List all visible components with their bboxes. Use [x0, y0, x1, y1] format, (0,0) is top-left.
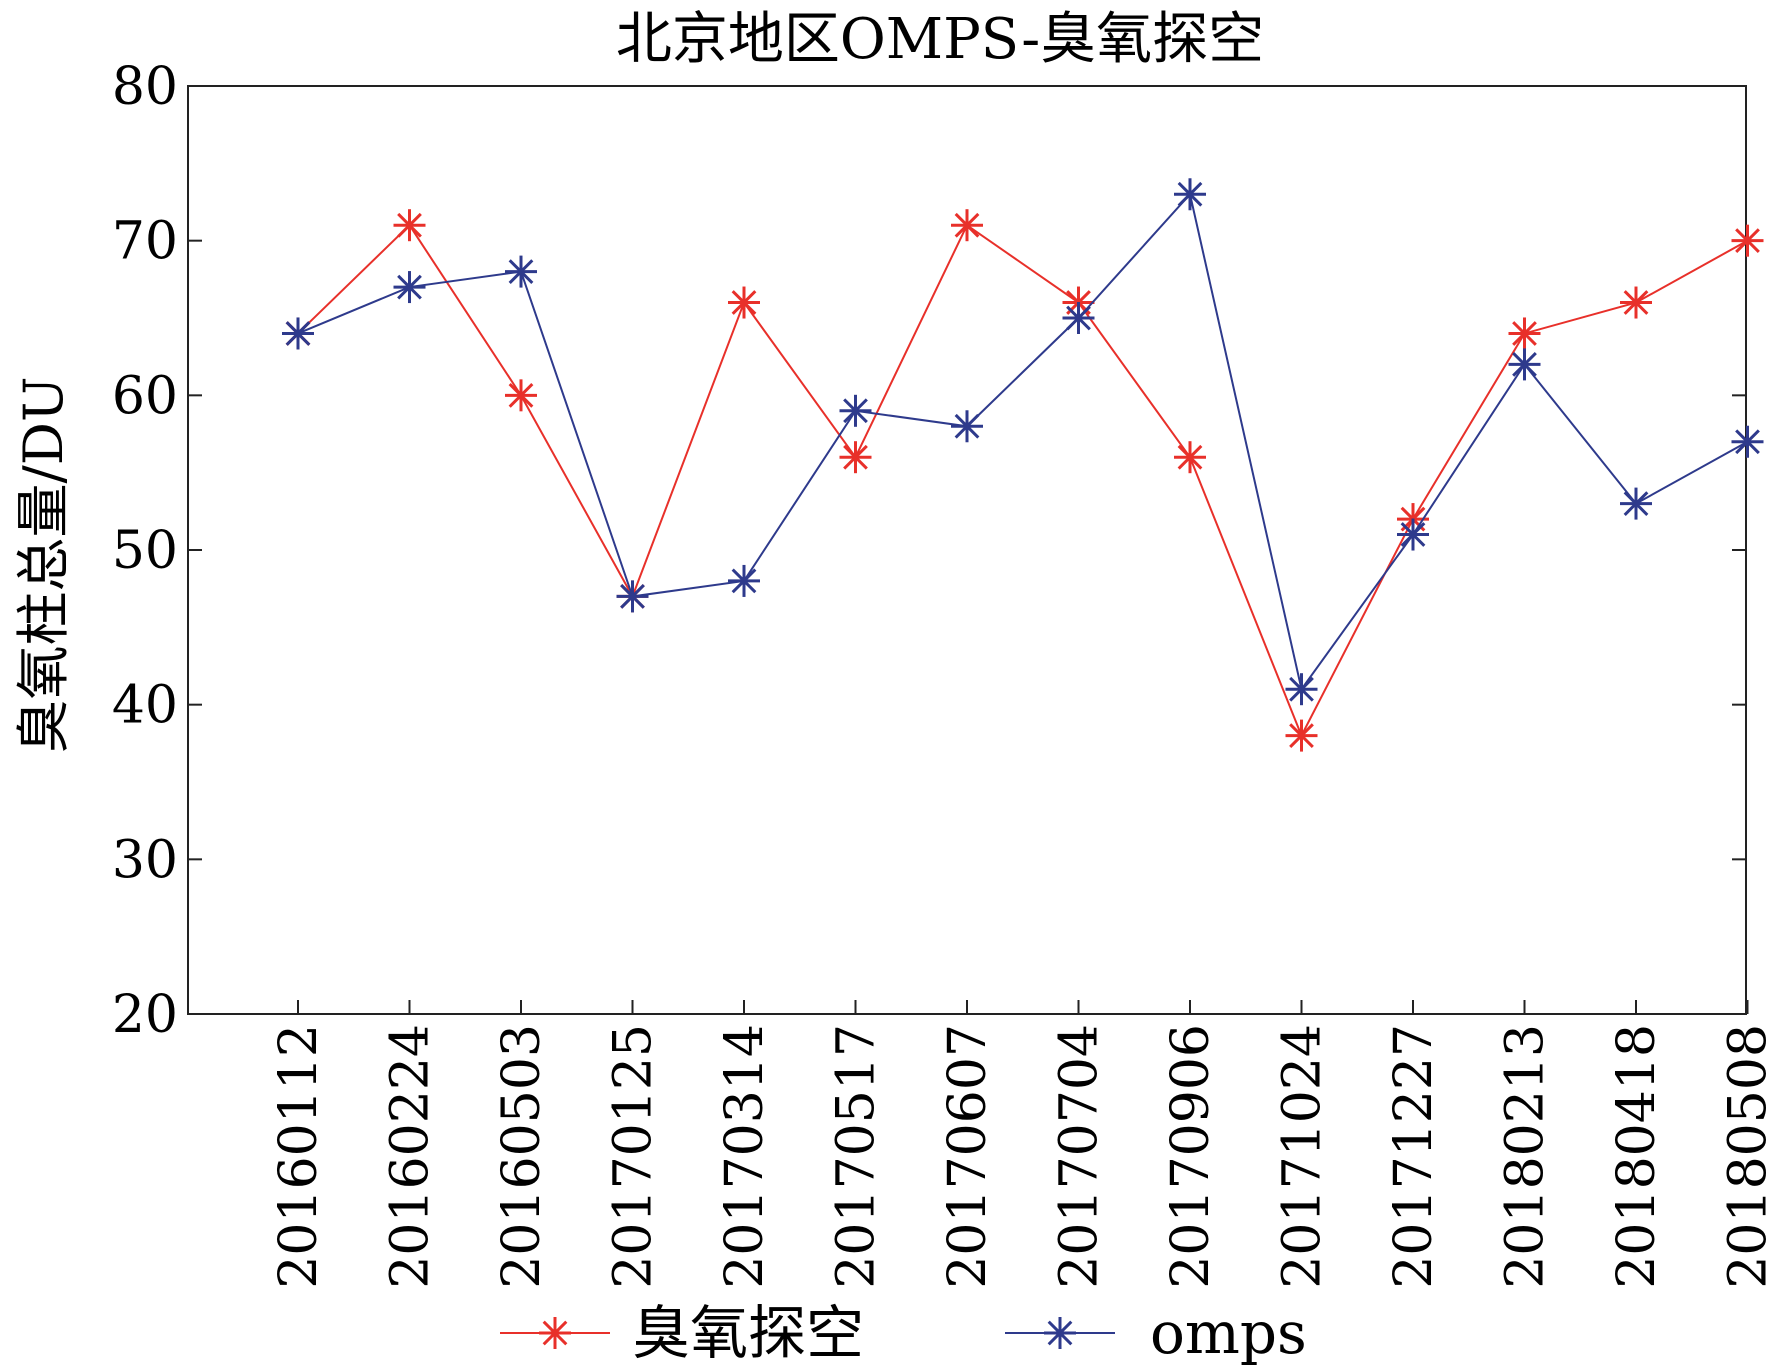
y-axis-label: 臭氧柱总量/DU: [12, 377, 75, 754]
legend-marker: [539, 1317, 571, 1349]
x-tick-label: 20180418: [1607, 1024, 1667, 1289]
legend: 臭氧探空 omps: [500, 1299, 1307, 1367]
legend-entry: 臭氧探空: [500, 1299, 864, 1367]
data-point: [1620, 286, 1652, 319]
y-tick-label: 60: [112, 366, 178, 426]
data-point: [839, 394, 872, 427]
data-point: [1285, 673, 1318, 706]
y-tick-label: 30: [112, 830, 178, 890]
x-tick-label: 20160503: [492, 1024, 552, 1289]
x-tick-label: 20170704: [1050, 1024, 1110, 1289]
data-point: [951, 410, 983, 443]
y-tick-label: 50: [112, 521, 178, 581]
data-point: [728, 564, 760, 597]
series-line: [297, 192, 1748, 692]
x-tick-label: 20160224: [381, 1024, 441, 1289]
legend-entry: omps: [1005, 1299, 1307, 1367]
data-point: [1620, 487, 1652, 520]
y-axis: 20 30 40 50 60 70 80: [112, 57, 1746, 1045]
legend-marker: [1044, 1317, 1076, 1349]
data-point: [505, 255, 537, 288]
data-point: [1397, 518, 1429, 551]
legend-label: omps: [1150, 1299, 1307, 1367]
legend-label: 臭氧探空: [632, 1299, 864, 1367]
data-point: [616, 580, 649, 613]
x-tick-label: 20170906: [1161, 1024, 1221, 1289]
x-tick-label: 20180213: [1496, 1024, 1556, 1289]
data-point: [1508, 317, 1541, 350]
y-tick-label: 20: [112, 985, 178, 1045]
data-point: [839, 441, 872, 474]
x-tick-label: 20180508: [1719, 1024, 1776, 1289]
data-point: [1174, 441, 1206, 474]
x-tick-label: 20170125: [604, 1024, 664, 1289]
x-tick-label: 20160112: [269, 1024, 329, 1289]
x-axis: 20160112 20160224 20160503 20170125 20170314…: [269, 1000, 1776, 1289]
data-point: [1508, 348, 1541, 381]
x-tick-label: 20170607: [938, 1024, 998, 1289]
data-point: [1062, 302, 1095, 334]
data-point: [393, 209, 426, 242]
data-point: [393, 271, 426, 304]
data-point: [282, 317, 314, 350]
series-layer: [282, 178, 1764, 752]
data-point: [1731, 425, 1764, 458]
data-point: [1285, 719, 1318, 752]
series-0: [282, 209, 1764, 752]
data-point: [728, 286, 760, 319]
x-tick-label: 20170314: [715, 1024, 775, 1289]
series-line: [297, 223, 1748, 739]
x-tick-label: 20170517: [827, 1024, 887, 1289]
x-tick-label: 20171227: [1384, 1024, 1444, 1289]
series-1: [282, 178, 1764, 706]
chart-title: 北京地区OMPS-臭氧探空: [616, 7, 1264, 72]
data-point: [505, 379, 537, 412]
y-tick-label: 40: [112, 676, 178, 736]
y-tick-label: 70: [112, 212, 178, 272]
data-point: [951, 209, 983, 242]
data-point: [1731, 224, 1764, 257]
y-tick-label: 80: [112, 57, 178, 117]
data-point: [1174, 178, 1206, 211]
x-tick-label: 20171024: [1273, 1024, 1333, 1289]
